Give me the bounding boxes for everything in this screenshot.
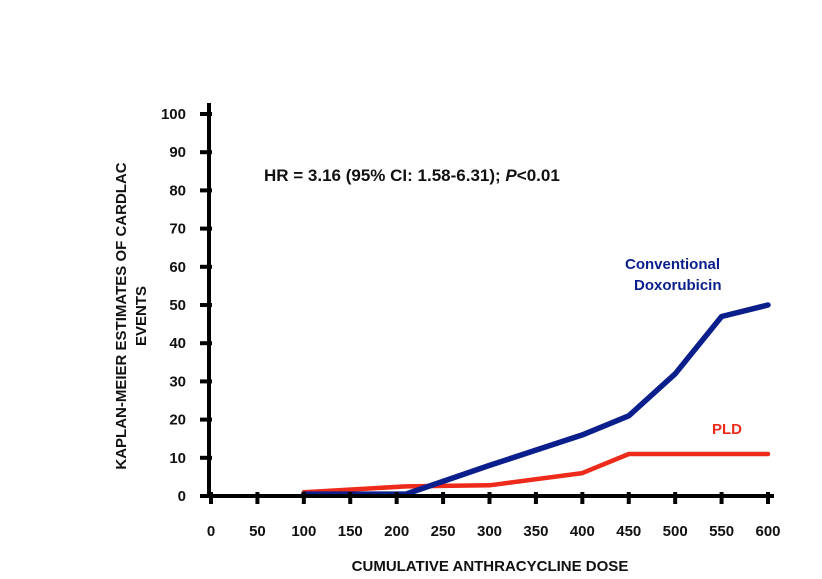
annotation-suffix: <0.01: [517, 166, 560, 185]
x-ticks: 0 50 100 150 200 250 300 350 400 450 500 550 600: [207, 492, 781, 540]
series-layer: [301, 302, 771, 497]
y-tick-label: 20: [169, 412, 186, 429]
y-axis-title-line2: EVENTS: [133, 286, 150, 346]
hazard-ratio-annotation: HR = 3.16 (95% CI: 1.58-6.31); P<0.01: [264, 166, 560, 185]
x-tick-label: 100: [291, 523, 316, 540]
y-tick-label: 0: [178, 488, 186, 505]
y-tick-label: 50: [169, 297, 186, 314]
y-tick-label: 90: [169, 144, 186, 161]
x-tick-label: 600: [755, 523, 780, 540]
x-tick-label: 0: [207, 523, 215, 540]
x-tick-label: 50: [249, 523, 266, 540]
x-axis-title: CUMULATIVE ANTHRACYCLINE DOSE: [352, 558, 629, 575]
y-axis-title-line1: KAPLAN-MEIER ESTIMATES OF CARDLAC: [113, 162, 130, 469]
y-tick-label: 100: [161, 106, 186, 123]
annotation-prefix: HR = 3.16 (95% CI: 1.58-6.31);: [264, 166, 505, 185]
series-line-pld: [301, 451, 771, 495]
x-tick-label: 450: [616, 523, 641, 540]
axes-layer: [205, 103, 774, 498]
y-tick-label: 60: [169, 259, 186, 276]
y-tick-label: 70: [169, 221, 186, 238]
series-label-pld: PLD: [712, 421, 742, 438]
x-tick-label: 550: [709, 523, 734, 540]
x-tick-label: 250: [431, 523, 456, 540]
x-tick-label: 350: [523, 523, 548, 540]
x-tick-label: 150: [338, 523, 363, 540]
series-label-conventional-line1: Conventional: [625, 256, 720, 273]
series-label-conventional-line2: Doxorubicin: [634, 277, 722, 294]
y-tick-label: 30: [169, 373, 186, 390]
x-tick-label: 400: [570, 523, 595, 540]
y-tick-label: 80: [169, 182, 186, 199]
x-tick-label: 300: [477, 523, 502, 540]
y-tick-label: 40: [169, 335, 186, 352]
y-ticks: 0 10 20 30 40 50 60 70 80 90 100: [161, 106, 212, 505]
x-tick-label: 200: [384, 523, 409, 540]
series-line-conventional-doxorubicin: [301, 302, 771, 497]
y-tick-label: 10: [169, 450, 186, 467]
annotation-p-symbol: P: [505, 166, 517, 185]
x-tick-label: 500: [663, 523, 688, 540]
